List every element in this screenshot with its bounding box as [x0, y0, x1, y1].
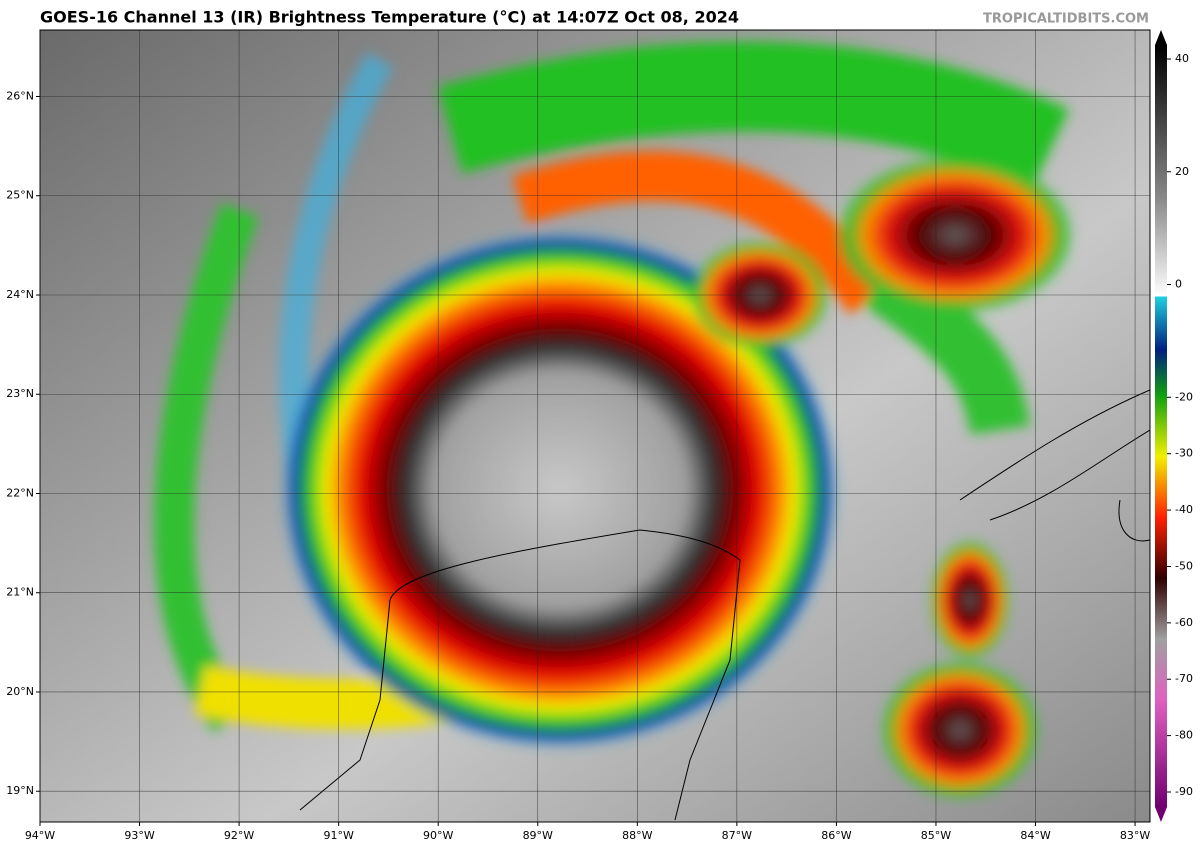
colorbar	[1155, 45, 1167, 807]
x-tick-label: 88°W	[622, 829, 652, 842]
colorbar-extend-top	[1155, 30, 1167, 45]
colorbar-tick-label: -20	[1175, 390, 1193, 403]
y-tick-label: 22°N	[6, 486, 34, 499]
x-tick-label: 83°W	[1120, 829, 1150, 842]
colorbar-extend-bottom	[1155, 807, 1167, 822]
colorbar-tick-label: -30	[1175, 447, 1193, 460]
colorbar-tick-label: -80	[1175, 729, 1193, 742]
x-tick-label: 87°W	[722, 829, 752, 842]
y-tick-label: 23°N	[6, 387, 34, 400]
colorbar-tick-label: -40	[1175, 503, 1193, 516]
y-tick-label: 19°N	[6, 784, 34, 797]
x-tick-label: 93°W	[124, 829, 154, 842]
x-tick-label: 91°W	[323, 829, 353, 842]
colorbar-tick-label: -70	[1175, 672, 1193, 685]
colorbar-tick-label: -90	[1175, 785, 1193, 798]
x-tick-label: 86°W	[821, 829, 851, 842]
colorbar-tick-label: 20	[1175, 165, 1189, 178]
y-tick-label: 21°N	[6, 586, 34, 599]
colorbar-tick-label: -60	[1175, 616, 1193, 629]
title: GOES-16 Channel 13 (IR) Brightness Tempe…	[40, 8, 739, 27]
colorbar-tick-label: 0	[1175, 278, 1182, 291]
x-tick-label: 89°W	[523, 829, 553, 842]
x-tick-label: 84°W	[1020, 829, 1050, 842]
colorbar-tick-label: -50	[1175, 559, 1193, 572]
x-tick-label: 90°W	[423, 829, 453, 842]
y-tick-label: 20°N	[6, 685, 34, 698]
x-tick-label: 85°W	[921, 829, 951, 842]
colorbar-tick-label: 40	[1175, 52, 1189, 65]
y-tick-label: 24°N	[6, 288, 34, 301]
x-tick-label: 94°W	[25, 829, 55, 842]
watermark: TROPICALTIDBITS.COM	[983, 12, 1149, 27]
satellite-image	[40, 30, 1150, 822]
y-tick-label: 26°N	[6, 89, 34, 102]
x-tick-label: 92°W	[224, 829, 254, 842]
y-tick-label: 25°N	[6, 189, 34, 202]
